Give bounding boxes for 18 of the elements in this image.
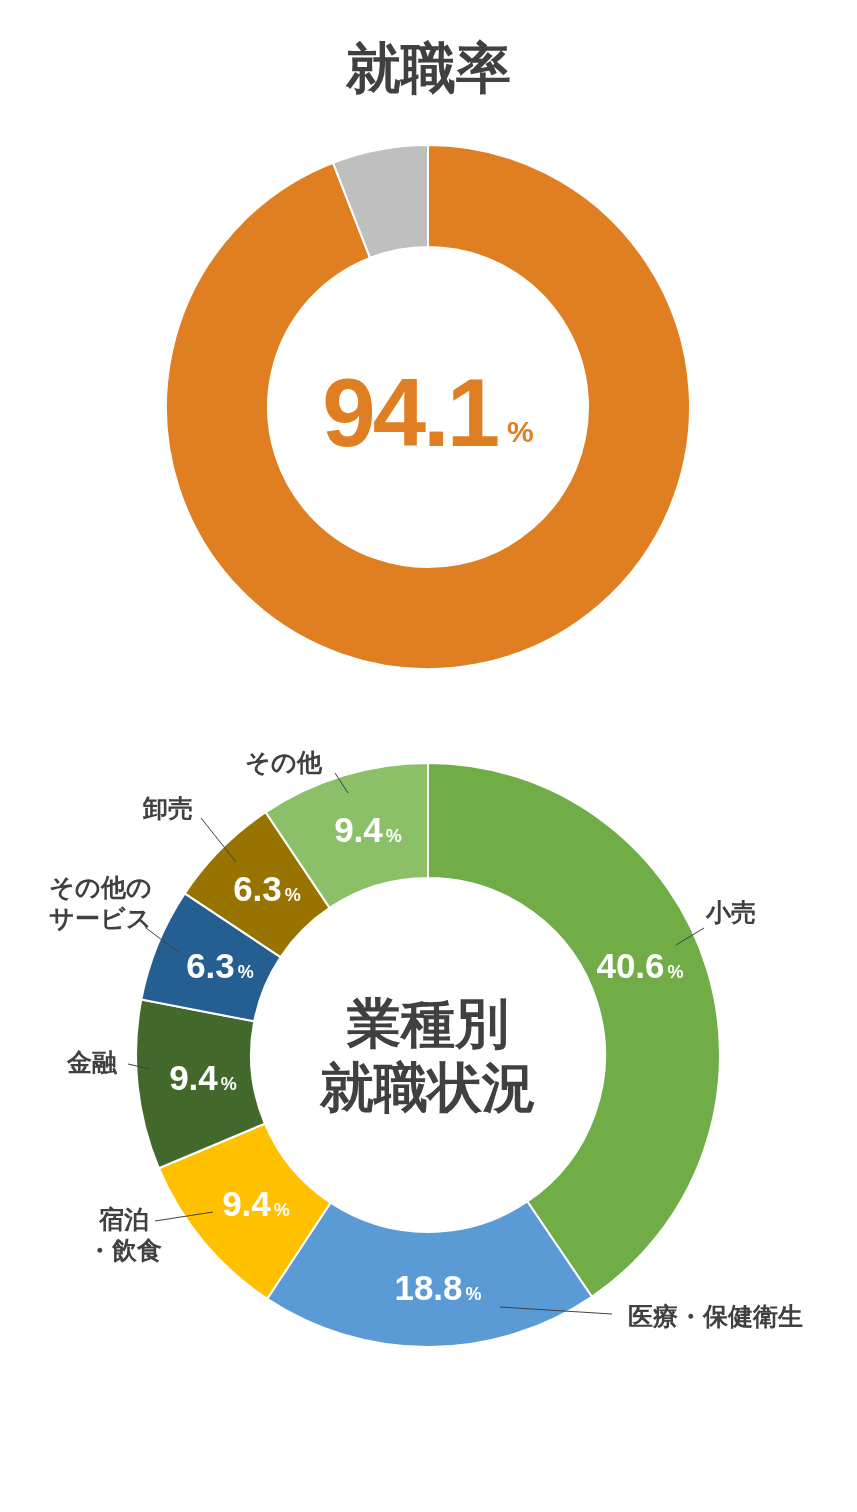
slice-label: 宿泊・飲食 [86, 1205, 162, 1264]
data-label: 6.3% [233, 868, 301, 908]
slice-label: 卸売 [142, 794, 193, 822]
data-label: 9.4% [334, 809, 402, 849]
slice-label: その他のサービス [48, 873, 152, 932]
data-label: 18.8% [394, 1267, 482, 1307]
data-label: 9.4% [222, 1183, 290, 1223]
donut-slice [165, 144, 691, 670]
slice-label: 金融 [66, 1048, 118, 1076]
slice-label: 医療・保健衛生 [627, 1302, 803, 1330]
data-label: 9.4% [169, 1057, 237, 1097]
data-label: 94.1% [322, 358, 534, 466]
slice-label: 小売 [705, 898, 756, 926]
slice-label: その他 [244, 748, 323, 776]
data-label: 40.6% [596, 945, 684, 985]
text: 業種別就職状況 [319, 992, 536, 1118]
data-label: 6.3% [186, 945, 254, 985]
chart-title: 就職率 [344, 37, 511, 99]
